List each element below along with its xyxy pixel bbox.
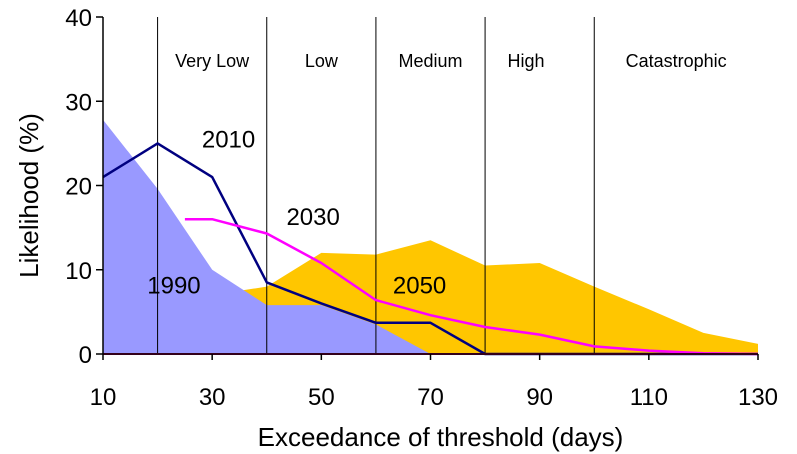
line-series-2030	[184, 217, 759, 356]
series-areas	[103, 119, 758, 354]
x-tick-label: 10	[90, 384, 117, 411]
y-axis-title: Likelihood (%)	[14, 113, 44, 278]
y-tick-label: 40	[65, 5, 92, 32]
band-label: Catastrophic	[626, 51, 727, 71]
x-tick-label: 110	[630, 384, 668, 411]
x-tick-label: 90	[526, 384, 553, 411]
band-label: Medium	[398, 51, 462, 71]
x-tick-label: 130	[738, 384, 778, 411]
y-tick-label: 20	[65, 174, 92, 201]
y-tick-label: 30	[65, 89, 92, 116]
x-tick-label: 50	[308, 384, 335, 411]
x-tick-label: 30	[199, 384, 226, 411]
band-label: Low	[305, 51, 339, 71]
y-ticks: 0 10 20 30 40	[65, 5, 103, 369]
series-label-2050: 2050	[393, 272, 446, 299]
y-tick-label: 0	[79, 342, 92, 369]
x-axis-title: Exceedance of threshold (days)	[258, 422, 624, 452]
band-labels: Very Low Low Medium High Catastrophic	[175, 51, 727, 71]
series-annotations: 1990 2010 2030 2050	[147, 127, 446, 300]
band-label: High	[508, 51, 545, 71]
series-label-2010: 2010	[202, 127, 255, 154]
y-tick-label: 10	[65, 258, 92, 285]
area-series-1990	[103, 119, 431, 354]
x-tick-label: 70	[417, 384, 444, 411]
band-label: Very Low	[175, 51, 250, 71]
x-ticks: 10 30 50 70 90 110 130	[90, 354, 778, 411]
band-dividers	[157, 17, 595, 354]
series-label-1990: 1990	[147, 272, 200, 299]
series-label-2030: 2030	[286, 204, 339, 231]
